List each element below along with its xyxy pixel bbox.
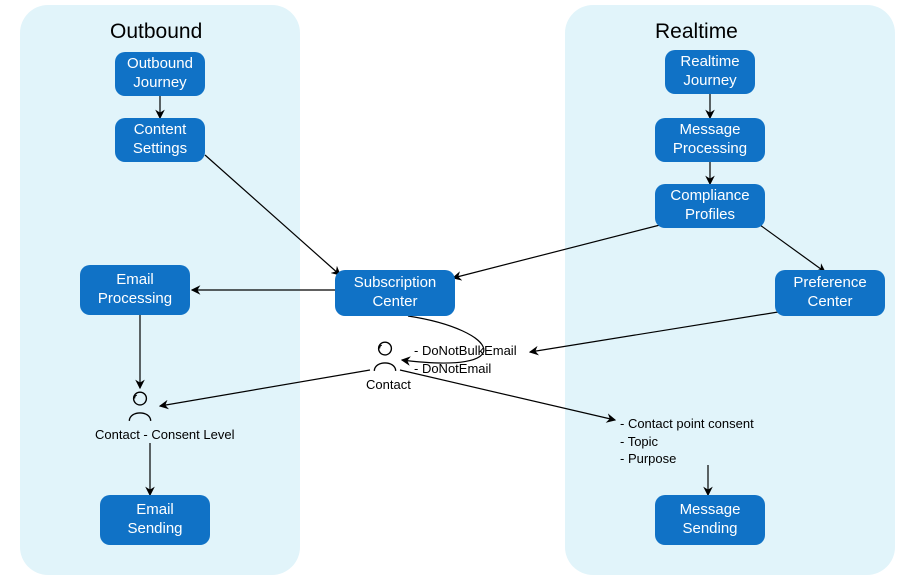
donot-list: - DoNotBulkEmail - DoNotEmail: [414, 342, 517, 377]
node-email-sending: EmailSending: [100, 495, 210, 545]
contact-icon: [127, 390, 153, 422]
node-outbound-journey: OutboundJourney: [115, 52, 205, 96]
list-item: - DoNotBulkEmail: [414, 342, 517, 360]
node-message-processing: MessageProcessing: [655, 118, 765, 162]
contact-center-label: Contact: [366, 376, 411, 394]
list-item: - DoNotEmail: [414, 360, 517, 378]
consent-list: - Contact point consent - Topic - Purpos…: [620, 415, 754, 468]
node-compliance-profiles: ComplianceProfiles: [655, 184, 765, 228]
node-realtime-journey: RealtimeJourney: [665, 50, 755, 94]
node-preference-center: PreferenceCenter: [775, 270, 885, 316]
contact-icon: [372, 340, 398, 372]
node-content-settings: ContentSettings: [115, 118, 205, 162]
outbound-title: Outbound: [110, 20, 202, 44]
node-subscription-center: SubscriptionCenter: [335, 270, 455, 316]
node-email-processing: EmailProcessing: [80, 265, 190, 315]
realtime-title: Realtime: [655, 20, 738, 44]
list-item: - Contact point consent: [620, 415, 754, 433]
list-item: - Topic: [620, 433, 754, 451]
contact-left-label: Contact - Consent Level: [95, 426, 234, 444]
node-message-sending: MessageSending: [655, 495, 765, 545]
list-item: - Purpose: [620, 450, 754, 468]
